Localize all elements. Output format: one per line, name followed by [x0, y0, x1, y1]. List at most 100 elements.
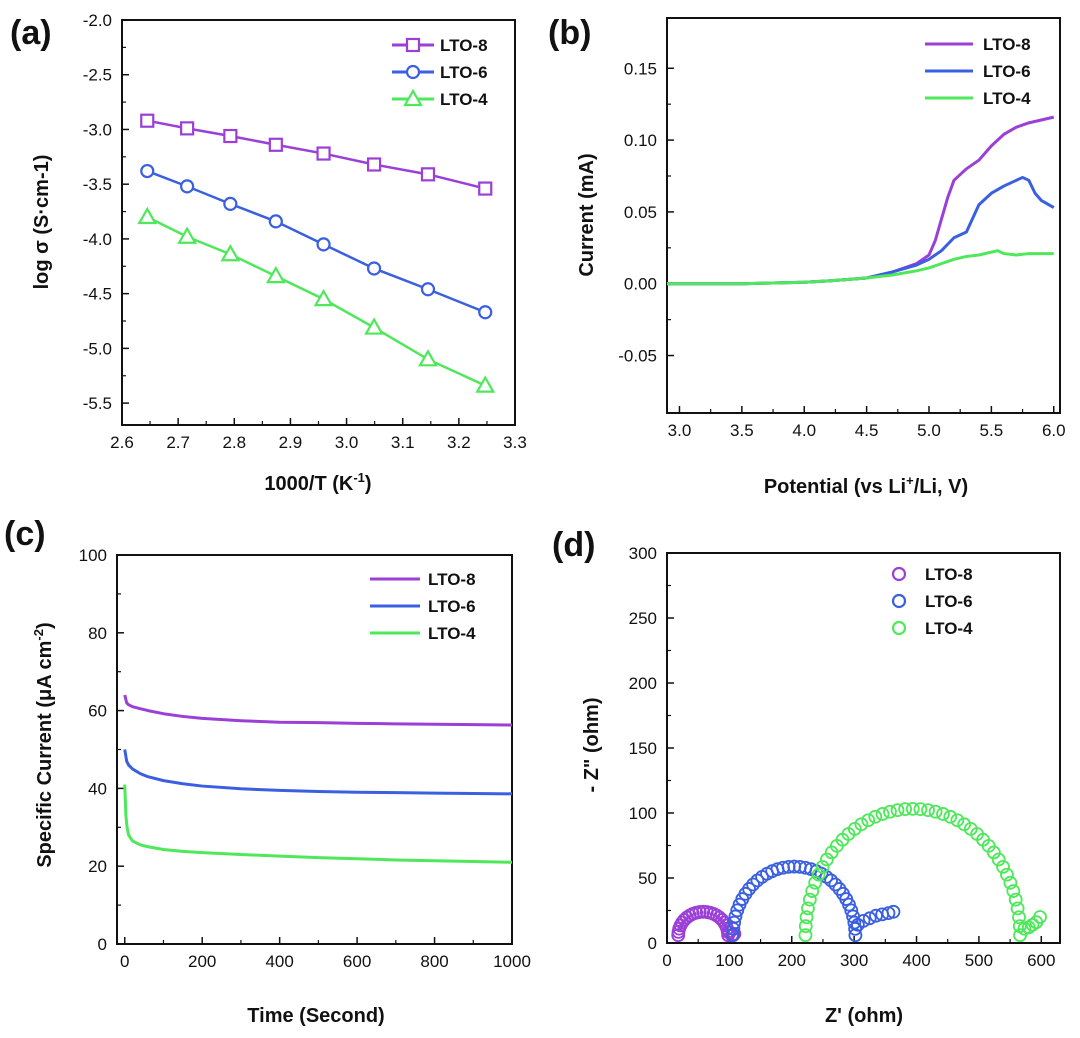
data-point: [808, 875, 823, 890]
x-tick-label: 6.0: [1042, 421, 1066, 440]
series-line-lto-8: [123, 694, 513, 727]
data-point: [268, 137, 283, 152]
data-point: [996, 859, 1010, 874]
series-lto-6: [140, 163, 493, 320]
panel-b-y-axis-label: Current (mA): [576, 153, 598, 276]
data-point: [798, 928, 813, 943]
legend-label: LTO-4: [440, 90, 488, 109]
legend-marker: [891, 593, 907, 609]
x-tick-label: 4.0: [792, 421, 816, 440]
y-tick-label: 0: [648, 934, 657, 953]
legend-label: LTO-6: [925, 592, 973, 611]
y-tick-label: 200: [629, 674, 657, 693]
y-tick-label: 60: [88, 702, 107, 721]
legend-item-lto-8: LTO-8: [891, 565, 973, 584]
data-point: [475, 375, 496, 393]
legend-item-lto-4: LTO-4: [392, 88, 488, 109]
panel-d-y-ticks: 0 50 100 150 200 250 300: [629, 544, 674, 953]
data-point: [824, 873, 838, 888]
data-point: [313, 288, 334, 307]
data-point: [180, 179, 195, 194]
y-tick-label: 20: [88, 857, 107, 876]
x-tick-label: 3.5: [730, 421, 754, 440]
data-point: [854, 817, 869, 832]
y-tick-label: 100: [79, 546, 107, 565]
x-tick-label: 5.5: [980, 421, 1004, 440]
data-point: [1003, 875, 1018, 890]
legend-label: LTO-4: [925, 619, 973, 638]
series-line-lto-4: [123, 784, 513, 864]
data-point: [742, 882, 756, 896]
x-tick-label: 3.0: [335, 433, 359, 452]
panel-b-label: (b): [548, 14, 591, 52]
panel-d: (d) 0 100 200 300 400 500 600 0 50 100 150 200 250 3…: [552, 526, 1061, 1027]
panel-c-label: (c): [4, 515, 46, 553]
panel-c-legend: LTO-8 LTO-6 LTO-4: [370, 570, 476, 643]
panel-b-x-axis-label: Potential (vs Li+/Li, V): [764, 473, 968, 498]
data-point: [986, 845, 1001, 860]
x-tick-label: 300: [840, 951, 868, 970]
y-tick-label: -3.0: [83, 120, 112, 139]
x-tick-label: 800: [420, 952, 448, 971]
data-point: [220, 244, 241, 262]
panel-d-series: [671, 801, 1047, 943]
panel-d-x-axis-label: Z' (ohm): [825, 1005, 903, 1027]
panel-a-legend: LTO-8 LTO-6 LTO-4: [392, 36, 488, 109]
data-point: [265, 265, 286, 284]
x-tick-label: 3.0: [668, 421, 692, 440]
x-tick-label: 2.8: [222, 433, 246, 452]
x-tick-label: 2.6: [110, 433, 134, 452]
y-tick-label: -4.5: [83, 285, 112, 304]
y-tick-label: -3.5: [83, 175, 112, 194]
series-lto-4: [798, 801, 1047, 943]
legend-item-lto-4: LTO-4: [891, 619, 973, 638]
x-tick-label: 0: [120, 952, 129, 971]
legend-item-lto-8: LTO-8: [925, 35, 1031, 54]
legend-item-lto-8: LTO-8: [370, 570, 476, 589]
panel-d-x-ticks: 0 100 200 300 400 500 600: [662, 936, 1055, 970]
data-point: [140, 163, 155, 179]
legend-marker: [891, 620, 907, 636]
panel-d-legend: LTO-8 LTO-6 LTO-4: [891, 565, 973, 638]
legend-item-lto-8: LTO-8: [392, 36, 488, 55]
x-tick-label: 600: [1027, 951, 1055, 970]
y-tick-label: 250: [629, 609, 657, 628]
data-point: [1025, 917, 1040, 932]
data-point: [928, 804, 943, 819]
panel-c-x-ticks: 0 200 400 600 800 1000: [120, 937, 531, 971]
panel-a-x-axis-label: 1000/T (K-1): [264, 470, 371, 495]
y-tick-label: 150: [629, 739, 657, 758]
x-tick-label: 600: [343, 952, 371, 971]
y-tick-label: 0: [98, 935, 107, 954]
x-tick-label: 100: [715, 951, 743, 970]
data-point: [844, 903, 859, 918]
x-tick-label: 3.3: [503, 433, 527, 452]
series-lto-4: [137, 206, 496, 393]
data-point: [177, 226, 198, 244]
data-point: [1008, 892, 1023, 907]
data-point: [819, 852, 834, 867]
legend-item-lto-6: LTO-6: [891, 592, 973, 611]
data-point: [811, 867, 826, 882]
panel-d-y-axis-label: - Z" (ohm): [581, 697, 603, 792]
x-tick-label: 200: [188, 952, 216, 971]
data-point: [802, 892, 817, 907]
data-point: [828, 877, 843, 892]
data-point: [869, 908, 883, 923]
data-point: [478, 181, 493, 196]
data-point: [868, 809, 883, 824]
y-tick-label: -4.0: [83, 230, 112, 249]
legend-marker: [405, 37, 421, 53]
y-tick-label: 300: [629, 544, 657, 563]
legend-label: LTO-8: [925, 565, 973, 584]
data-point: [478, 305, 493, 320]
data-point: [418, 349, 438, 367]
data-point: [180, 121, 195, 136]
panel-b-x-ticks: 3.0 3.5 4.0 4.5 5.0 5.5 6.0: [668, 406, 1066, 440]
data-point: [746, 877, 760, 892]
data-point: [366, 157, 382, 172]
legend-item-lto-6: LTO-6: [392, 63, 488, 82]
x-tick-label: 500: [965, 951, 993, 970]
panel-c: (c) 0 200 400 600 800 1000 0 20 40 60 80 100 LTO-8…: [4, 515, 531, 1027]
